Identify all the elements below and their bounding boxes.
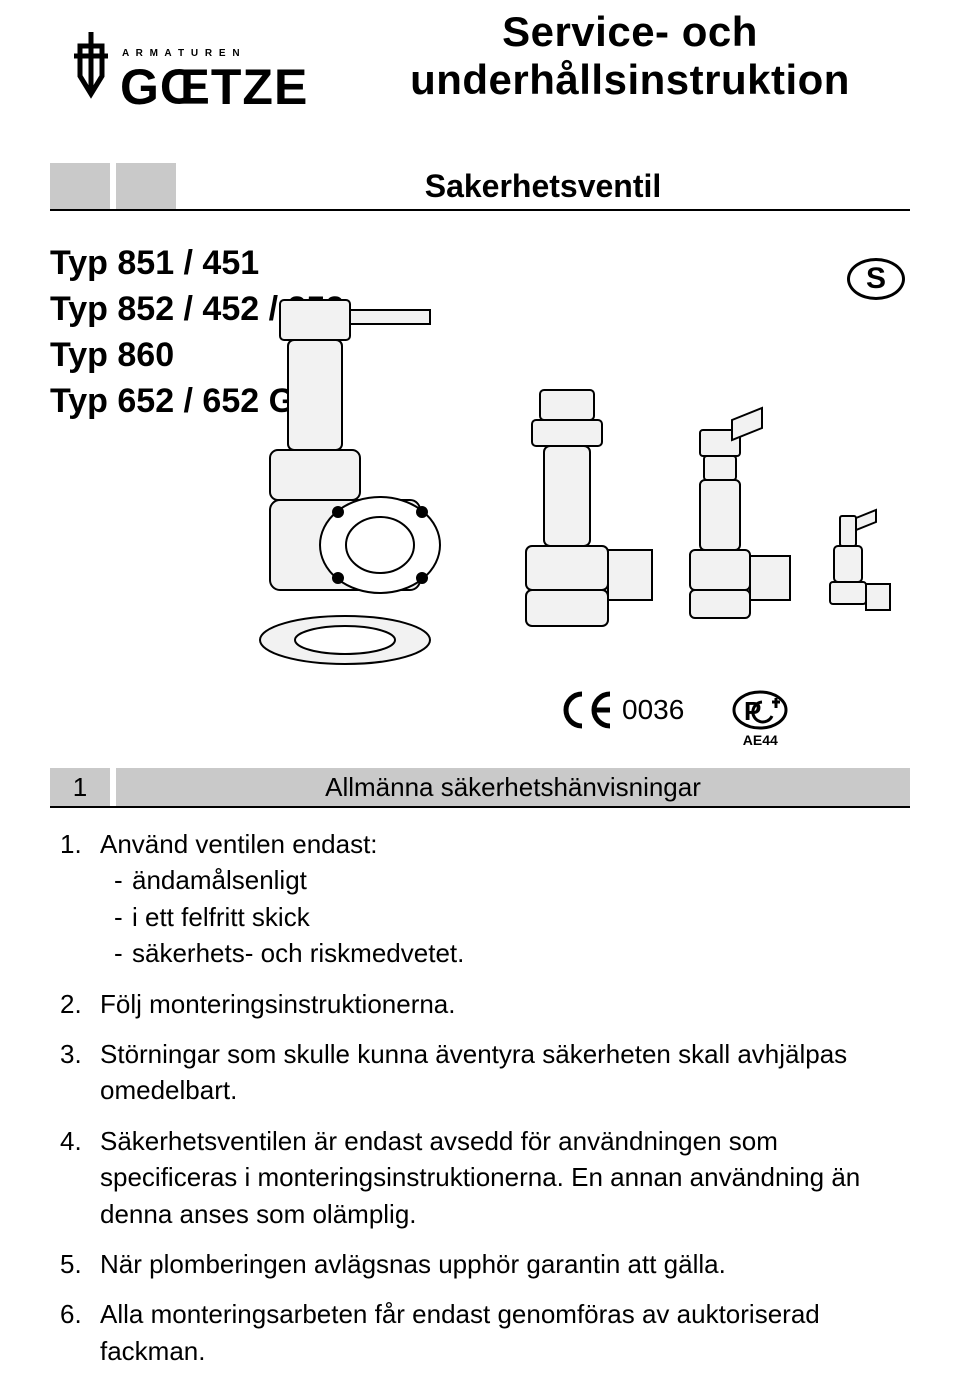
list-item: 2. Följ monteringsinstruktionerna. xyxy=(60,986,900,1022)
grey-tab-right xyxy=(116,163,176,209)
section-header: 1 Allmänna säkerhetshänvisningar xyxy=(50,768,910,808)
list-item-text: När plomberingen avlägsnas upphör garant… xyxy=(100,1246,900,1282)
ce-mark: 0036 xyxy=(560,690,684,730)
list-item: 5. När plomberingen avlägsnas upphör gar… xyxy=(60,1246,900,1282)
valve-medium-icon xyxy=(526,390,652,626)
list-item-number: 4. xyxy=(60,1123,100,1232)
list-item: 1. Använd ventilen endast: -ändamålsenli… xyxy=(60,826,900,972)
section-title: Allmänna säkerhetshänvisningar xyxy=(116,768,910,806)
sub-item: ändamålsenligt xyxy=(132,862,307,898)
sub-item: i ett felfritt skick xyxy=(132,899,310,935)
subtitle-text: Sakerhetsventil xyxy=(176,163,910,209)
list-item-number: 1. xyxy=(60,826,100,972)
valve-large-icon xyxy=(260,300,440,664)
subtitle-bar: Sakerhetsventil xyxy=(50,163,910,211)
list-item-text: Använd ventilen endast: xyxy=(100,826,900,862)
list-item-text: Följ monteringsinstruktionerna. xyxy=(100,986,900,1022)
list-item-number: 3. xyxy=(60,1036,100,1109)
brand-logo: A R M A T U R E N GŒTZE xyxy=(50,8,320,123)
list-item-number: 5. xyxy=(60,1246,100,1282)
section-number: 1 xyxy=(50,768,110,806)
list-item-number: 2. xyxy=(60,986,100,1022)
list-item: 6. Alla monteringsarbeten får endast gen… xyxy=(60,1296,900,1369)
logo-wordmark: GŒTZE xyxy=(120,59,308,115)
doc-title: Service- och underhållsinstruktion xyxy=(350,8,910,105)
list-item-text: Alla monteringsarbeten får endast genomf… xyxy=(100,1296,900,1369)
valve-tiny-icon xyxy=(830,510,890,610)
list-item-text: Säkerhetsventilen är endast avsedd för a… xyxy=(100,1123,900,1232)
certifications: 0036 P AE44 xyxy=(560,690,788,748)
doc-title-line2: underhållsinstruktion xyxy=(350,56,910,104)
logo-superscript: A R M A T U R E N xyxy=(122,48,242,59)
ce-number: 0036 xyxy=(622,694,684,726)
ce-icon xyxy=(560,690,614,730)
list-item-text: Störningar som skulle kunna äventyra säk… xyxy=(100,1036,900,1109)
grey-tab-left xyxy=(50,163,110,209)
instruction-list: 1. Använd ventilen endast: -ändamålsenli… xyxy=(60,826,900,1383)
valve-small-icon xyxy=(690,408,790,618)
pct-icon: P xyxy=(732,690,788,730)
list-item: 3. Störningar som skulle kunna äventyra … xyxy=(60,1036,900,1109)
pct-label: AE44 xyxy=(743,732,778,748)
valve-illustration xyxy=(230,280,930,700)
sub-item: säkerhets- och riskmedvetet. xyxy=(132,935,464,971)
list-item-number: 6. xyxy=(60,1296,100,1369)
pct-mark: P AE44 xyxy=(732,690,788,748)
list-item: 4. Säkerhetsventilen är endast avsedd fö… xyxy=(60,1123,900,1232)
doc-title-line1: Service- och xyxy=(350,8,910,56)
